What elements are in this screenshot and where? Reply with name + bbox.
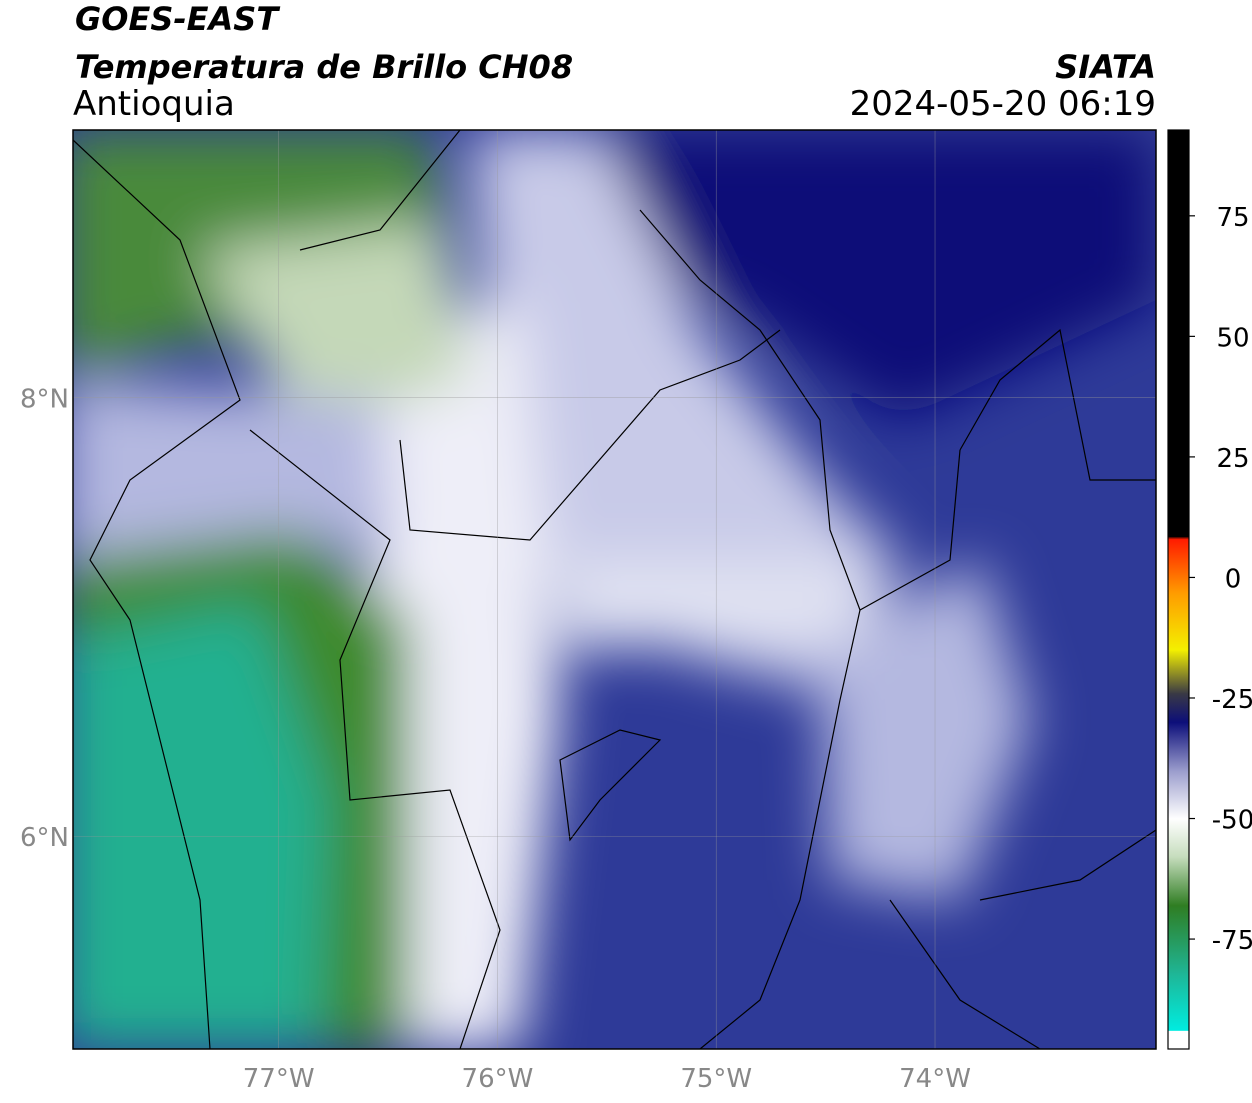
colorbar-segment (1168, 857, 1189, 906)
colorbar-tick-label: -50 (1212, 806, 1252, 836)
datetime: 2024-05-20 06:19 (850, 84, 1156, 124)
colorbar-segment (1168, 770, 1189, 820)
colorbar-segment (1168, 972, 1189, 1031)
colorbar-segment (1168, 722, 1189, 771)
colorbar-segment (1168, 693, 1189, 723)
x-tick-label: 77°W (243, 1064, 315, 1094)
colorbar: 75 50 25 0 -25 -50 -75 (1168, 130, 1252, 1050)
title: GOES-EAST (75, 0, 280, 38)
x-tick-label: 76°W (462, 1064, 534, 1094)
y-tick-label: 6°N (20, 823, 69, 853)
colorbar-tick-label: 25 (1216, 444, 1249, 474)
satellite-image (73, 130, 1156, 1049)
colorbar-segment (1168, 536, 1189, 540)
colorbar-tick-label: -25 (1212, 685, 1252, 715)
map-frame (72, 129, 1157, 1050)
colorbar-segment (1168, 905, 1189, 974)
source: SIATA (1055, 48, 1156, 86)
colorbar-tick-label: 75 (1216, 203, 1249, 233)
subtitle: Temperatura de Brillo CH08 (75, 48, 573, 86)
colorbar-segment (1168, 649, 1189, 694)
grid: 77°W 76°W 75°W 74°W 8°N 6°N (20, 130, 1156, 1094)
x-tick-label: 75°W (680, 1064, 752, 1094)
colorbar-tick-label: -75 (1212, 926, 1252, 956)
colorbar-segment (1168, 1030, 1189, 1050)
y-tick-label: 8°N (20, 385, 69, 415)
colorbar-frame (1167, 129, 1190, 1050)
colorbar-segment (1168, 591, 1189, 651)
colorbar-segment (1168, 818, 1189, 858)
colorbar-segment (1168, 538, 1189, 593)
x-tick-label: 74°W (899, 1064, 971, 1094)
colorbar-tick-label: 50 (1216, 323, 1249, 353)
region: Antioquia (73, 84, 235, 124)
colorbar-tick-label: 0 (1225, 564, 1242, 594)
colorbar-segment (1168, 130, 1189, 537)
